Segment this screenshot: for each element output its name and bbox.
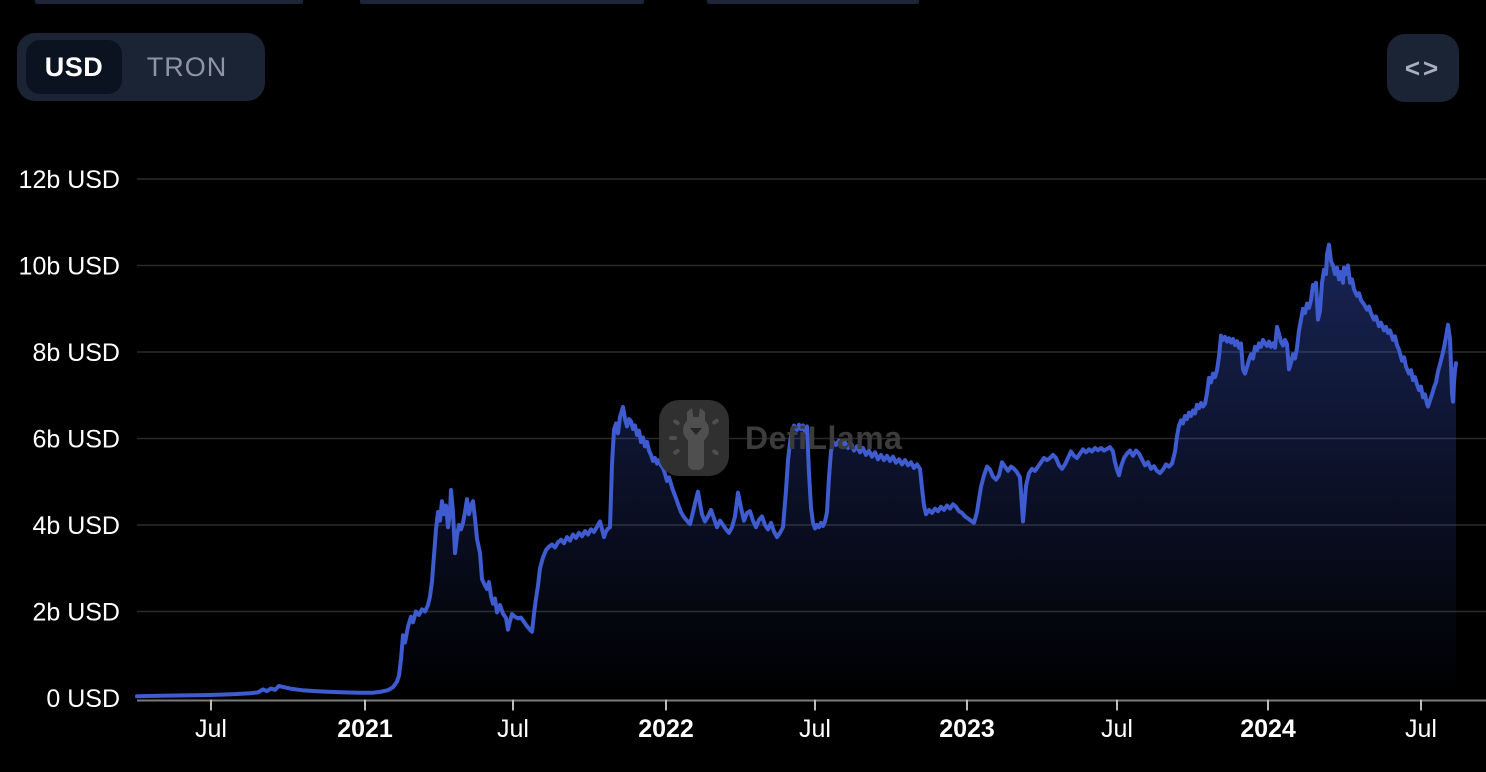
embed-code-button[interactable]: <> [1387, 34, 1459, 102]
x-axis-label: Jul [1405, 715, 1437, 743]
tvl-line-series [135, 242, 1458, 699]
top-partial-tab [707, 0, 919, 4]
x-axis-label: Jul [195, 715, 227, 743]
x-axis-label: Jul [799, 715, 831, 743]
y-axis-label: 10b USD [19, 253, 120, 281]
y-axis-label: 12b USD [19, 166, 120, 194]
y-axis-label: 0 USD [46, 685, 120, 713]
x-axis-label: 2023 [939, 715, 995, 743]
y-axis-label: 2b USD [32, 599, 120, 627]
x-axis-label: 2024 [1240, 715, 1296, 743]
y-axis-label: 4b USD [32, 512, 120, 540]
x-axis-label: 2021 [337, 715, 393, 743]
code-icon: <> [1404, 52, 1442, 83]
top-partial-tab [360, 0, 644, 4]
toggle-option-tron[interactable]: TRON [146, 51, 228, 82]
x-axis-label: Jul [1101, 715, 1133, 743]
x-axis-label: Jul [497, 715, 529, 743]
currency-toggle: USD TRON [17, 33, 265, 101]
top-partial-tab [35, 0, 303, 4]
y-axis-label: 8b USD [32, 339, 120, 367]
toggle-option-usd[interactable]: USD [26, 40, 122, 94]
y-axis-label: 6b USD [32, 426, 120, 454]
tvl-area-fill [137, 244, 1456, 699]
x-axis-label: 2022 [638, 715, 694, 743]
